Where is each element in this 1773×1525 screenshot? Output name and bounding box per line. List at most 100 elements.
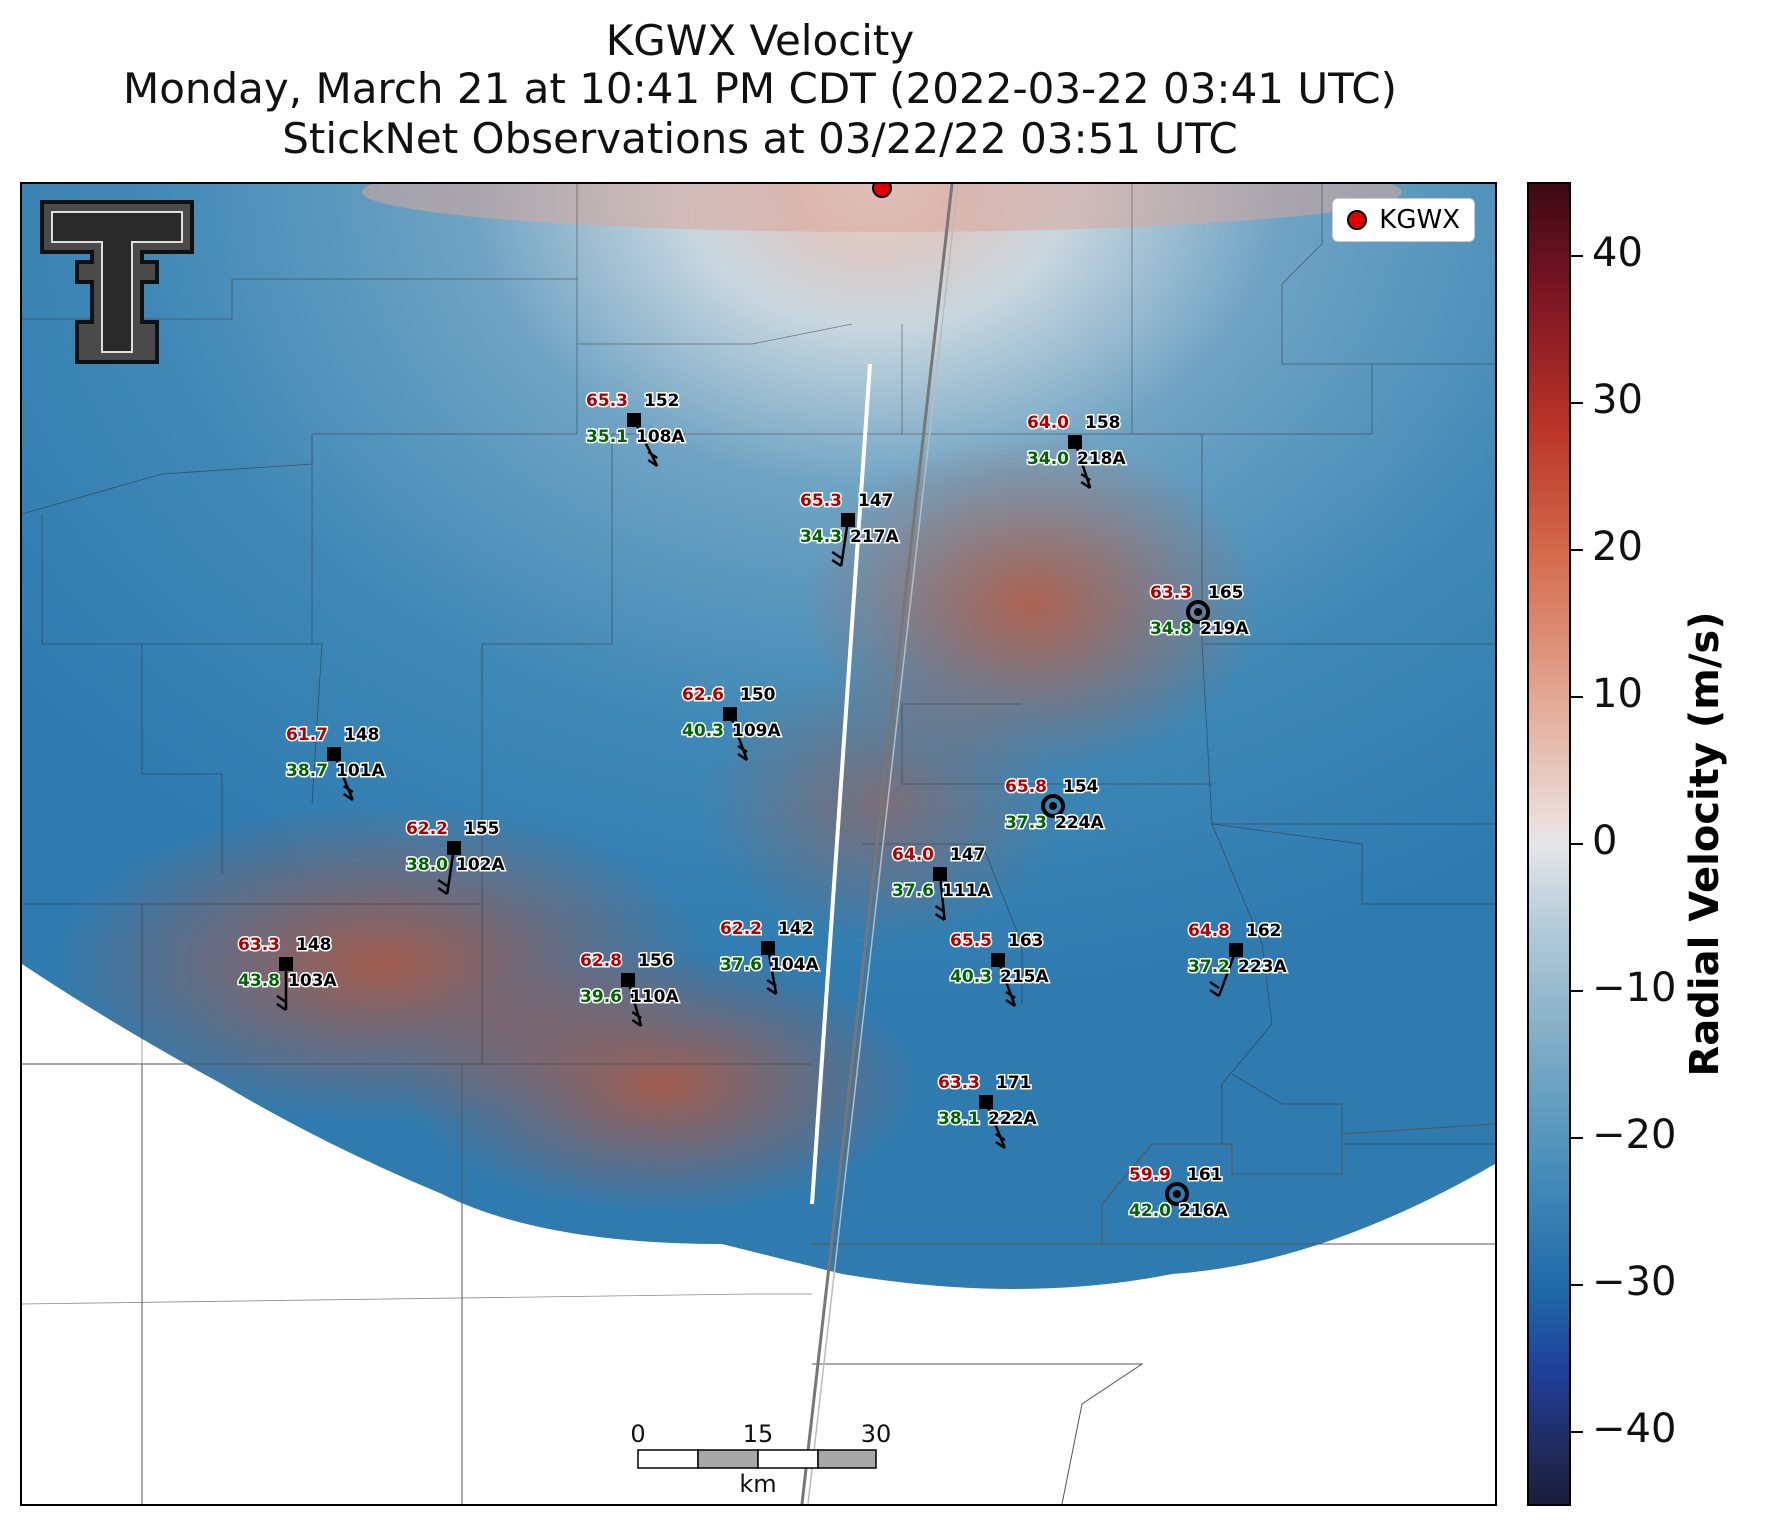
station-id: 223A — [1238, 957, 1287, 977]
station-marker-square-icon — [447, 841, 461, 855]
station-dewpoint: 37.6 — [892, 881, 934, 901]
station-pressure: 148 — [296, 935, 332, 955]
colorbar-tick-label: 20 — [1592, 523, 1643, 570]
station-marker-dot-icon — [1194, 608, 1202, 616]
station-marker-square-icon — [1229, 943, 1243, 957]
station-id: 218A — [1077, 449, 1126, 469]
station-temperature: 65.3 — [586, 391, 628, 411]
station-marker-square-icon — [991, 953, 1005, 967]
station-marker-square-icon — [979, 1095, 993, 1109]
calm-wind-circle-icon — [1186, 600, 1210, 624]
station-marker-square-icon — [723, 707, 737, 721]
station-plot-215A[interactable]: 65.5 163 40.3 215A — [949, 930, 1051, 1008]
station-plot-109A[interactable]: 62.6 150 40.3 109A — [681, 684, 783, 762]
station-dewpoint: 34.0 — [1027, 449, 1069, 469]
calm-wind-circle-icon — [1165, 1182, 1189, 1206]
station-plot-218A[interactable]: 64.0 158 34.0 218A — [1026, 412, 1128, 490]
station-marker-square-icon — [841, 513, 855, 527]
station-plot-224A[interactable]: 65.8 154 37.3 224A — [1004, 776, 1106, 835]
station-dewpoint: 35.1 — [586, 427, 628, 447]
station-dewpoint: 40.3 — [950, 967, 992, 987]
station-pressure: 163 — [1008, 931, 1044, 951]
station-id: 224A — [1055, 813, 1104, 833]
station-marker-square-icon — [761, 941, 775, 955]
colorbar — [1527, 182, 1571, 1506]
colorbar-tick — [1571, 1284, 1583, 1287]
station-id: 108A — [636, 427, 685, 447]
station-temperature: 61.7 — [286, 725, 328, 745]
station-pressure: 171 — [996, 1073, 1032, 1093]
station-plot-102A[interactable]: 62.2 155 38.0 102A — [405, 818, 507, 896]
station-plot-110A[interactable]: 62.8 156 39.6 110A — [579, 950, 681, 1028]
station-dewpoint: 39.6 — [580, 987, 622, 1007]
station-temperature: 62.6 — [682, 685, 724, 705]
scale-label-0: 0 — [630, 1420, 645, 1448]
station-plot-104A[interactable]: 62.2 142 37.6 104A — [719, 918, 821, 996]
wind-barb-icon — [632, 419, 659, 468]
scale-label-30: 30 — [861, 1420, 892, 1448]
colorbar-tick-label: −10 — [1592, 965, 1677, 1012]
station-id: 101A — [336, 761, 385, 781]
station-dewpoint: 38.0 — [406, 855, 448, 875]
scale-label-15: 15 — [743, 1420, 774, 1448]
wind-barb-icon — [766, 947, 778, 996]
colorbar-tick — [1571, 990, 1583, 993]
wind-barb-icon — [1073, 441, 1092, 490]
title-line-2: Monday, March 21 at 10:41 PM CDT (2022-0… — [122, 64, 1398, 113]
highway-line — [800, 184, 959, 1504]
colorbar-tick — [1571, 843, 1583, 845]
radar-artifact-line — [810, 363, 872, 1205]
station-dewpoint: 38.7 — [286, 761, 328, 781]
colorbar-tick-label: 10 — [1592, 670, 1643, 717]
legend: KGWX — [1332, 198, 1475, 242]
station-plot-217A[interactable]: 65.3 147 34.3 217A — [799, 490, 901, 568]
station-id: 222A — [988, 1109, 1037, 1129]
radar-site-marker-icon — [1347, 210, 1368, 230]
station-temperature: 64.0 — [1027, 413, 1069, 433]
title-line-3: StickNet Observations at 03/22/22 03:51 … — [282, 114, 1238, 163]
stations-layer: 65.3 152 35.1 108A 64.0 158 34.0 218A 65.3 147 34.… — [237, 390, 1289, 1223]
station-temperature: 65.8 — [1005, 777, 1047, 797]
station-dewpoint: 34.8 — [1150, 619, 1192, 639]
colorbar-title: Radial Velocity (m/s) — [1682, 611, 1728, 1077]
kgwx-radar-site[interactable] — [872, 184, 892, 198]
station-dewpoint: 37.2 — [1188, 957, 1230, 977]
station-pressure: 148 — [344, 725, 380, 745]
legend-label: KGWX — [1379, 205, 1460, 235]
station-plot-111A[interactable]: 64.0 147 37.6 111A — [891, 844, 993, 922]
station-temperature: 62.8 — [580, 951, 622, 971]
wind-barb-icon — [728, 713, 749, 762]
colorbar-tick — [1571, 548, 1583, 551]
station-id: 103A — [288, 971, 337, 991]
station-temperature: 65.5 — [950, 931, 992, 951]
station-id: 110A — [630, 987, 679, 1007]
county-boundaries — [22, 184, 1495, 1305]
station-plot-223A[interactable]: 64.8 162 37.2 223A — [1187, 920, 1289, 998]
station-id: 109A — [732, 721, 781, 741]
wind-barb-icon — [984, 1101, 1006, 1150]
station-id: 111A — [942, 881, 991, 901]
colorbar-tick — [1571, 695, 1583, 698]
radar-map[interactable]: 65.3 152 35.1 108A 64.0 158 34.0 218A 65.3 147 34.… — [20, 182, 1497, 1506]
station-marker-dot-icon — [1049, 802, 1057, 810]
station-plot-103A[interactable]: 63.3 148 43.8 103A — [237, 934, 339, 1012]
station-id: 217A — [850, 527, 899, 547]
station-plot-222A[interactable]: 63.3 171 38.1 222A — [937, 1072, 1039, 1150]
wind-barb-icon — [1209, 949, 1238, 998]
station-pressure: 156 — [638, 951, 674, 971]
station-id: 102A — [456, 855, 505, 875]
colorbar-tick — [1571, 401, 1583, 404]
station-temperature: 63.3 — [938, 1073, 980, 1093]
station-plot-101A[interactable]: 61.7 148 38.7 101A — [285, 724, 387, 802]
colorbar-tick-label: −30 — [1592, 1259, 1677, 1306]
station-plot-219A[interactable]: 63.3 165 34.8 219A — [1149, 582, 1251, 641]
texas-tech-double-t-logo — [40, 200, 194, 364]
station-temperature: 62.2 — [720, 919, 762, 939]
station-plot-108A[interactable]: 65.3 152 35.1 108A — [585, 390, 687, 468]
station-temperature: 64.8 — [1188, 921, 1230, 941]
wind-barb-icon — [626, 979, 643, 1028]
station-dewpoint: 43.8 — [238, 971, 280, 991]
title-line-1: KGWX Velocity — [605, 16, 915, 65]
station-plot-216A[interactable]: 59.9 161 42.0 216A — [1128, 1164, 1230, 1223]
state-boundaries — [22, 1063, 1495, 1504]
